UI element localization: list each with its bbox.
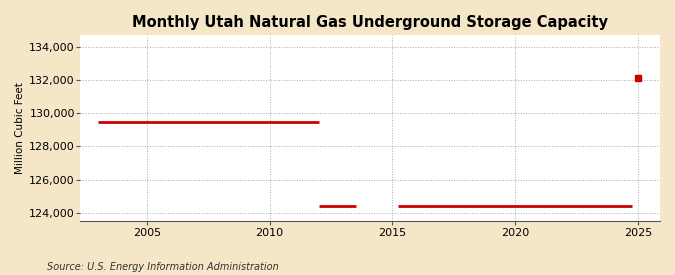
Text: Source: U.S. Energy Information Administration: Source: U.S. Energy Information Administ… bbox=[47, 262, 279, 272]
Y-axis label: Million Cubic Feet: Million Cubic Feet bbox=[15, 82, 25, 174]
Title: Monthly Utah Natural Gas Underground Storage Capacity: Monthly Utah Natural Gas Underground Sto… bbox=[132, 15, 608, 30]
